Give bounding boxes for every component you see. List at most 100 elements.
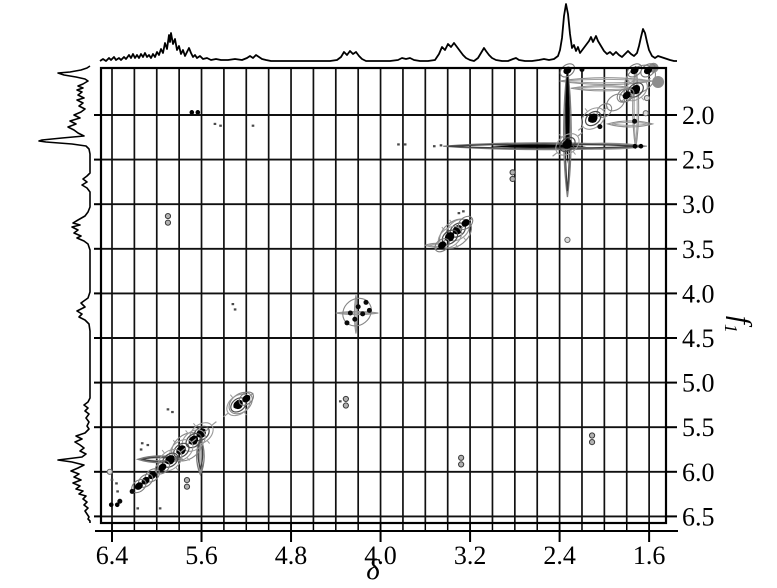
y-axis-tick-label: 3.5 bbox=[682, 235, 715, 264]
contour-streak bbox=[564, 69, 571, 192]
peak-speck bbox=[136, 507, 140, 510]
peak-small-dark bbox=[352, 316, 358, 322]
peak-medium bbox=[457, 215, 474, 231]
contour-streak bbox=[196, 436, 205, 477]
peak-speck bbox=[115, 482, 118, 485]
cross-peak-dot bbox=[106, 468, 113, 475]
x-axis-tick-label: 2.4 bbox=[543, 541, 576, 570]
peak-medium bbox=[559, 63, 576, 78]
peak-speck bbox=[158, 507, 162, 510]
frame-rect bbox=[99, 66, 668, 525]
peak-small-dark bbox=[117, 498, 123, 504]
peak-speck bbox=[213, 122, 217, 126]
peak-medium bbox=[434, 238, 450, 253]
peak-medium bbox=[619, 88, 635, 103]
x-axis-tick-label: 5.6 bbox=[185, 541, 218, 570]
cross-peak-pair bbox=[342, 395, 349, 409]
peak-small-dark bbox=[129, 488, 135, 494]
grid-lines bbox=[101, 68, 666, 523]
peak-speck bbox=[432, 145, 436, 148]
contour-band bbox=[605, 120, 655, 128]
cross-peak-dot bbox=[642, 110, 649, 117]
axis-ticks bbox=[94, 114, 677, 542]
x-axis-label: δ bbox=[358, 556, 388, 585]
contour-streak bbox=[563, 67, 572, 198]
contour-band bbox=[423, 242, 450, 248]
y-axis-tick-label: 3.0 bbox=[682, 190, 715, 219]
x-axis-tick-label: 3.2 bbox=[454, 541, 487, 570]
peak-speck bbox=[116, 490, 119, 493]
contour-ring bbox=[596, 103, 613, 118]
peak-speck bbox=[139, 448, 143, 451]
cross-peak-pair bbox=[164, 212, 172, 226]
contour-band bbox=[443, 142, 645, 151]
peak-speck bbox=[403, 143, 407, 146]
cross-peak-pair bbox=[509, 169, 516, 183]
diagonal-peak-strong bbox=[577, 106, 609, 131]
contour-band bbox=[335, 310, 379, 316]
contour-streak bbox=[633, 69, 638, 145]
y-axis-label-subscript: 1 bbox=[721, 323, 742, 333]
cross-peak-dark-pair bbox=[108, 502, 120, 508]
peak-speck bbox=[219, 124, 222, 127]
cross-peak-dark-pair bbox=[632, 143, 644, 149]
peak-medium bbox=[154, 460, 171, 475]
contour-band bbox=[135, 455, 185, 464]
peak-speck bbox=[171, 410, 174, 414]
peak-small-dark bbox=[632, 118, 638, 124]
y-axis-tick-label: 6.0 bbox=[682, 458, 715, 487]
peak-small-dark bbox=[347, 310, 353, 316]
peak-speck bbox=[166, 408, 170, 411]
x-axis-label-text: δ bbox=[366, 554, 380, 586]
peak-speck bbox=[110, 478, 114, 481]
peak-speck bbox=[146, 443, 150, 447]
cross-peak-pair bbox=[458, 454, 465, 468]
contour-map bbox=[106, 62, 665, 510]
peak-speck bbox=[231, 303, 235, 306]
tick-labels: 6.4 5.6 4.8 4.0 3.2 2.4 1.6 2.0 2.5 3.0 3.5 4.0 4.5 5… bbox=[96, 101, 715, 570]
diagonal-peak-strong bbox=[223, 392, 254, 418]
y-axis-tick-label: 2.0 bbox=[682, 101, 715, 130]
plot-frame bbox=[95, 66, 678, 532]
peak-medium bbox=[238, 391, 254, 406]
peak-speck bbox=[397, 143, 400, 146]
y-axis-tick-label: 5.5 bbox=[682, 413, 715, 442]
cross-peak-dot bbox=[564, 236, 571, 243]
y-axis-label: f1 bbox=[721, 315, 757, 333]
y-axis-tick-label: 6.5 bbox=[682, 502, 715, 531]
peak-speck bbox=[338, 400, 342, 403]
peak-small-dark bbox=[366, 307, 372, 313]
peak-speck bbox=[462, 210, 465, 213]
y-axis-tick-label: 2.5 bbox=[682, 146, 715, 175]
x-axis-tick-label: 1.6 bbox=[633, 541, 666, 570]
contour-gray-blob bbox=[652, 75, 665, 88]
y-axis-tick-label: 4.5 bbox=[682, 324, 715, 353]
peak-small-dark bbox=[355, 304, 361, 310]
x-axis-tick-label: 4.0 bbox=[364, 541, 397, 570]
x-axis-tick-label: 6.4 bbox=[96, 541, 129, 570]
peak-speck bbox=[233, 308, 237, 311]
cross-peak-pair bbox=[588, 432, 596, 446]
peak-small-dark bbox=[363, 299, 369, 305]
peak-speck bbox=[140, 442, 144, 445]
y-axis-label-text: f bbox=[724, 315, 757, 324]
peak-speck bbox=[251, 124, 255, 127]
cross-peak-dot bbox=[643, 94, 650, 102]
contour-band bbox=[611, 121, 649, 126]
top-projection-trace bbox=[99, 3, 677, 62]
peak-small-dark bbox=[344, 320, 350, 326]
cross-peak-dark-pair bbox=[189, 110, 201, 115]
diagonal-peak-strong bbox=[552, 132, 583, 157]
y-axis-tick-label: 4.0 bbox=[682, 279, 715, 308]
left-projection-trace bbox=[38, 65, 91, 523]
peak-speck bbox=[457, 212, 461, 215]
cross-peak-pair bbox=[183, 476, 191, 490]
contour-band bbox=[563, 78, 649, 84]
x-axis-tick-label: 4.8 bbox=[275, 541, 308, 570]
peak-speck bbox=[439, 144, 443, 147]
peak-small-dark bbox=[360, 311, 366, 317]
y-axis-tick-label: 5.0 bbox=[682, 369, 715, 398]
peak-small-dark bbox=[597, 124, 603, 130]
